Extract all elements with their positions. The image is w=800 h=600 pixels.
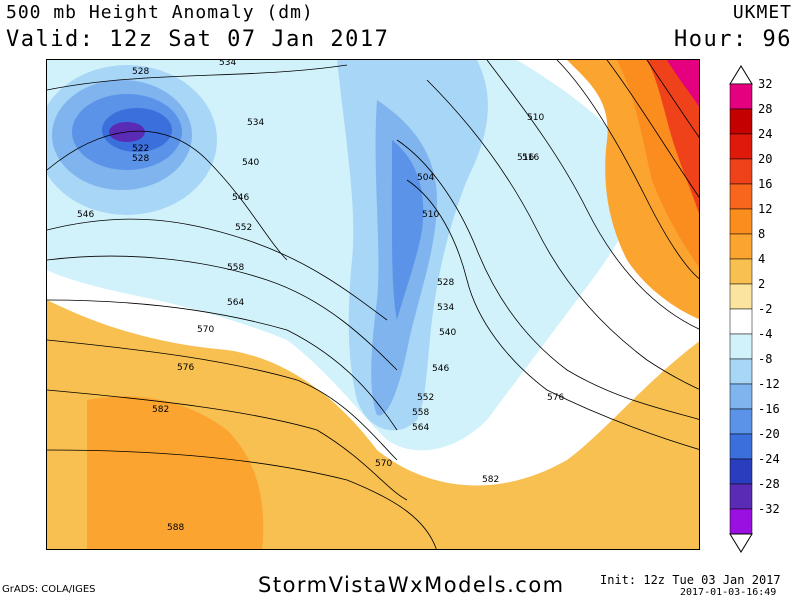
- contour-labels: 5285345225285345405465465525585645705765…: [77, 60, 564, 533]
- colorbar-swatch: [729, 83, 753, 110]
- colorbar-swatch: [729, 358, 753, 385]
- colorbar-label: -28: [758, 477, 780, 491]
- contour-label: 558: [227, 263, 244, 273]
- colorbar-label: 28: [758, 102, 772, 116]
- colorbar-swatch: [729, 208, 753, 235]
- contour-label: 570: [197, 325, 214, 335]
- colorbar-swatch: [729, 133, 753, 160]
- colorbar-swatch: [729, 158, 753, 185]
- contour-label: 546: [77, 210, 94, 220]
- colorbar-swatch: [729, 508, 753, 535]
- contour-label: 504: [417, 173, 434, 183]
- colorbar-swatch: [729, 258, 753, 285]
- height-contours: [47, 60, 699, 549]
- contour-label: 552: [235, 223, 252, 233]
- colorbar-swatch: [729, 108, 753, 135]
- model-name: UKMET: [732, 2, 792, 23]
- map-canvas: 5285345225285345405465465525585645705765…: [47, 60, 699, 549]
- contour-label: 558: [412, 408, 429, 418]
- colorbar-label: -4: [758, 327, 772, 341]
- colorbar-label: -12: [758, 377, 780, 391]
- contour-label: 528: [437, 278, 454, 288]
- contour-label: 540: [242, 158, 259, 168]
- contour-label: 528: [132, 154, 149, 164]
- colorbar-swatch: [729, 233, 753, 260]
- colorbar-label: 24: [758, 127, 772, 141]
- contour-label: 522: [132, 144, 149, 154]
- valid-time: Valid: 12z Sat 07 Jan 2017: [6, 27, 390, 52]
- colorbar-bottom-arrow: [729, 533, 753, 553]
- contour-label: 552: [417, 393, 434, 403]
- generated-timestamp: 2017-01-03-16:49: [680, 587, 777, 598]
- colorbar-label: -16: [758, 402, 780, 416]
- contour-label: 576: [177, 363, 194, 373]
- colorbar-label: 2: [758, 277, 765, 291]
- map-title: 500 mb Height Anomaly (dm): [6, 2, 314, 23]
- contour-label: 534: [437, 303, 454, 313]
- colorbar-label: 32: [758, 77, 772, 91]
- forecast-hour: Hour: 96: [674, 27, 792, 52]
- contour-label: 510: [527, 113, 544, 123]
- site-name: StormVistaWxModels.com: [258, 573, 565, 597]
- colorbar-swatch: [729, 283, 753, 310]
- colorbar-swatch: [729, 383, 753, 410]
- contour-label: 570: [375, 459, 392, 469]
- anomaly-shading: [47, 60, 699, 549]
- colorbar-swatch: [729, 408, 753, 435]
- contour-label: 582: [152, 405, 169, 415]
- colorbar-swatch: [729, 458, 753, 485]
- colorbar-swatch: [729, 183, 753, 210]
- contour-label: 516: [522, 153, 539, 163]
- contour-label: 564: [227, 298, 244, 308]
- colorbar-label: -24: [758, 452, 780, 466]
- colorbar-label: -20: [758, 427, 780, 441]
- colorbar-label: 12: [758, 202, 772, 216]
- contour-label: 516: [517, 153, 534, 163]
- colorbar-label: -8: [758, 352, 772, 366]
- anomaly-colorbar: 32 28 24 20 16 12 8 4 2 -2 -4 -8 -12 -16 -20 -24 -28 -32: [729, 65, 780, 553]
- colorbar-top-arrow: [729, 65, 753, 85]
- contour-label: 540: [439, 328, 456, 338]
- contour-label: 534: [219, 60, 236, 68]
- contour-label: 546: [432, 364, 449, 374]
- init-time: Init: 12z Tue 03 Jan 2017: [600, 573, 781, 587]
- colorbar-swatch: [729, 308, 753, 335]
- colorbar-swatch: [729, 433, 753, 460]
- colorbar-swatch: [729, 483, 753, 510]
- contour-label: 576: [547, 393, 564, 403]
- colorbar-label: 4: [758, 252, 765, 266]
- colorbar-label: 16: [758, 177, 772, 191]
- contour-label: 588: [167, 523, 184, 533]
- contour-label: 564: [412, 423, 429, 433]
- contour-label: 510: [422, 210, 439, 220]
- grads-credit: GrADS: COLA/IGES: [2, 584, 96, 595]
- colorbar-label: 20: [758, 152, 772, 166]
- colorbar-swatch: [729, 333, 753, 360]
- contour-label: 582: [482, 475, 499, 485]
- colorbar-label: -2: [758, 302, 772, 316]
- contour-label: 546: [232, 193, 249, 203]
- contour-label: 528: [132, 67, 149, 77]
- colorbar-label: 8: [758, 227, 765, 241]
- contour-label: 534: [247, 118, 264, 128]
- anomaly-map: 528 534 522 528 534 540 546 546 552 558 564 570 576 5…: [46, 59, 700, 550]
- colorbar-label: -32: [758, 502, 780, 516]
